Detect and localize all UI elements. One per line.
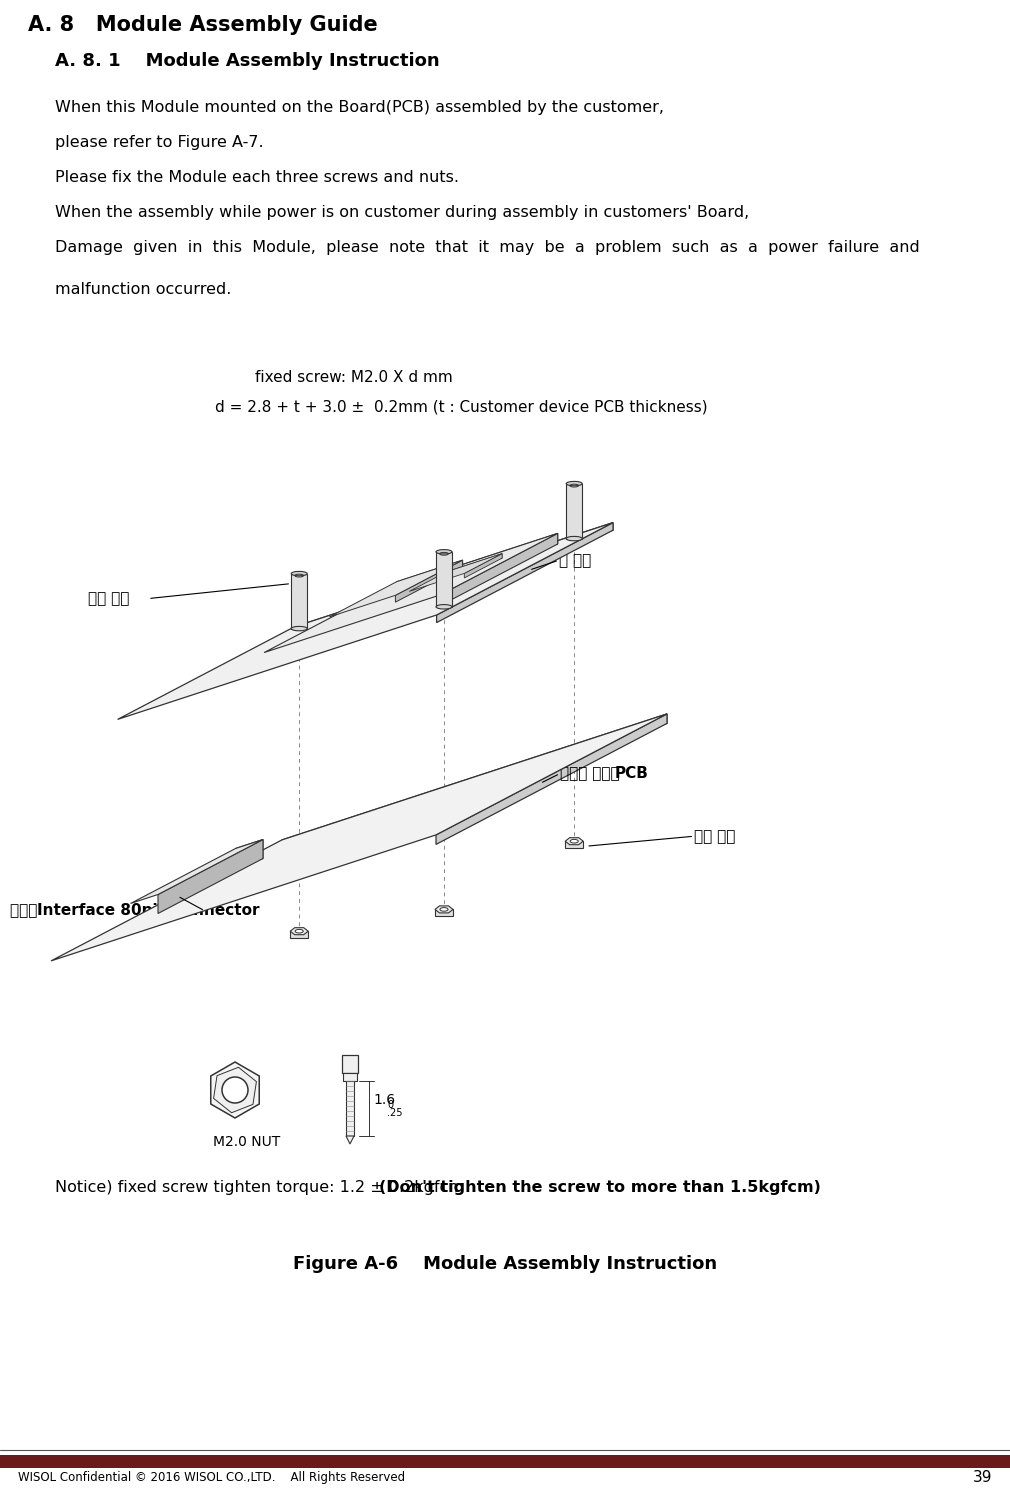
Text: When this Module mounted on the Board(PCB) assembled by the customer,: When this Module mounted on the Board(PC… xyxy=(55,100,664,115)
Polygon shape xyxy=(290,928,308,934)
Polygon shape xyxy=(566,837,583,845)
Ellipse shape xyxy=(436,605,452,609)
Ellipse shape xyxy=(295,930,303,933)
Text: A. 8   Module Assembly Guide: A. 8 Module Assembly Guide xyxy=(28,15,378,34)
Polygon shape xyxy=(294,523,613,635)
Polygon shape xyxy=(395,560,463,602)
Text: 0: 0 xyxy=(387,1101,393,1110)
Polygon shape xyxy=(382,533,558,602)
Polygon shape xyxy=(130,839,263,903)
Text: malfunction occurred.: malfunction occurred. xyxy=(55,282,231,297)
Polygon shape xyxy=(440,533,558,605)
Text: please refer to Figure A-7.: please refer to Figure A-7. xyxy=(55,136,264,150)
Polygon shape xyxy=(291,574,307,629)
Polygon shape xyxy=(566,842,583,848)
Ellipse shape xyxy=(436,550,452,554)
Text: 본 모듈: 본 모듈 xyxy=(559,553,591,568)
Polygon shape xyxy=(213,1067,257,1113)
Polygon shape xyxy=(343,1073,357,1082)
Text: When the assembly while power is on customer during assembly in customers' Board: When the assembly while power is on cust… xyxy=(55,206,749,221)
Text: PCB: PCB xyxy=(614,766,648,781)
Polygon shape xyxy=(436,714,667,845)
Text: Figure A-6    Module Assembly Instruction: Figure A-6 Module Assembly Instruction xyxy=(293,1255,717,1272)
Polygon shape xyxy=(435,909,453,916)
Ellipse shape xyxy=(291,571,307,575)
Text: (Don't tighten the screw to more than 1.5kgfcm): (Don't tighten the screw to more than 1.… xyxy=(379,1180,821,1195)
Ellipse shape xyxy=(440,907,448,912)
Polygon shape xyxy=(211,1062,260,1118)
Text: 고객사 제품의: 고객사 제품의 xyxy=(560,766,624,781)
Text: Damage  given  in  this  Module,  please  note  that  it  may  be  a  problem  s: Damage given in this Module, please note… xyxy=(55,240,920,255)
Ellipse shape xyxy=(571,839,579,843)
Polygon shape xyxy=(0,1456,1010,1468)
Polygon shape xyxy=(290,931,308,939)
Ellipse shape xyxy=(567,481,582,486)
Polygon shape xyxy=(409,554,502,592)
Polygon shape xyxy=(342,1055,358,1073)
Text: 고정 나사: 고정 나사 xyxy=(88,592,129,606)
Text: 39: 39 xyxy=(973,1471,992,1486)
Polygon shape xyxy=(346,1135,353,1144)
Polygon shape xyxy=(235,839,263,867)
Polygon shape xyxy=(435,906,453,913)
Text: 육각 너트: 육각 너트 xyxy=(694,828,735,843)
Polygon shape xyxy=(158,839,263,913)
Polygon shape xyxy=(447,554,502,577)
Polygon shape xyxy=(329,560,463,617)
Text: fixed screw: M2.0 X d mm: fixed screw: M2.0 X d mm xyxy=(255,370,452,384)
Polygon shape xyxy=(117,523,613,720)
Ellipse shape xyxy=(291,626,307,630)
Text: 1.6: 1.6 xyxy=(373,1094,395,1107)
Text: Please fix the Module each three screws and nuts.: Please fix the Module each three screws … xyxy=(55,170,459,185)
Text: Notice) fixed screw tighten torque: 1.2 ± 0.2kgfcm: Notice) fixed screw tighten torque: 1.2 … xyxy=(55,1180,469,1195)
Polygon shape xyxy=(264,533,558,653)
Polygon shape xyxy=(436,551,452,606)
Polygon shape xyxy=(465,554,502,578)
Text: .25: .25 xyxy=(387,1109,403,1119)
Text: d = 2.8 + t + 3.0 ±  0.2mm (t : Customer device PCB thickness): d = 2.8 + t + 3.0 ± 0.2mm (t : Customer … xyxy=(215,399,708,416)
Text: M2.0 NUT: M2.0 NUT xyxy=(213,1135,280,1149)
Polygon shape xyxy=(567,484,582,538)
Polygon shape xyxy=(436,523,613,623)
Polygon shape xyxy=(397,560,463,589)
Polygon shape xyxy=(50,714,667,961)
Ellipse shape xyxy=(567,536,582,541)
Text: 고객사: 고객사 xyxy=(10,903,42,918)
Circle shape xyxy=(222,1077,248,1103)
Text: WISOL Confidential © 2016 WISOL CO.,LTD.    All Rights Reserved: WISOL Confidential © 2016 WISOL CO.,LTD.… xyxy=(18,1472,405,1484)
Text: A. 8. 1    Module Assembly Instruction: A. 8. 1 Module Assembly Instruction xyxy=(55,52,439,70)
Polygon shape xyxy=(346,1082,353,1135)
Polygon shape xyxy=(282,714,667,849)
Text: Interface 80pin connector: Interface 80pin connector xyxy=(37,903,260,918)
